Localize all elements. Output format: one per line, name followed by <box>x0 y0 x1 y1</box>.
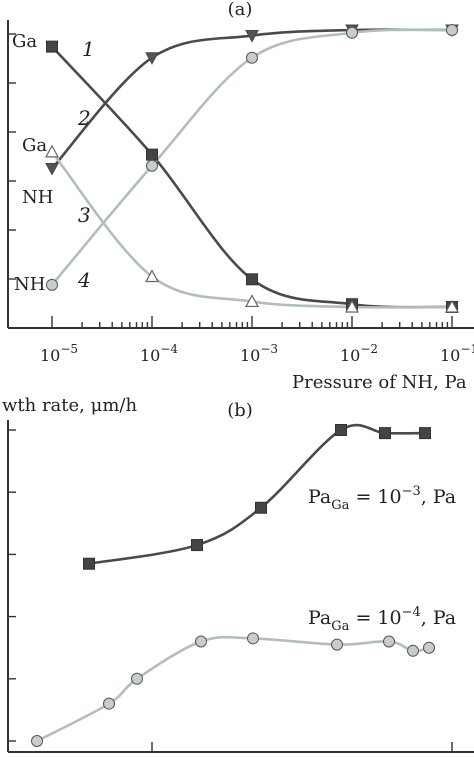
series-label-4: 4 <box>77 268 91 292</box>
series-3-point <box>44 144 60 158</box>
series-b2-point <box>195 635 207 648</box>
series-b2-point <box>407 644 419 657</box>
series-3-point <box>244 294 260 308</box>
series-b2-point <box>103 697 115 710</box>
series-2-line <box>51 28 453 170</box>
panel-b-label: (b) <box>227 400 253 421</box>
series-1-point <box>146 148 158 161</box>
series-1-point <box>46 40 58 53</box>
x-tick-label: 10−4 <box>140 342 178 365</box>
series-b2-point <box>423 641 435 654</box>
left-label-ga-2: Ga <box>22 135 47 156</box>
series-2-point <box>145 52 159 65</box>
left-label-ga-1: Ga <box>12 31 37 52</box>
series-3-point <box>344 299 360 313</box>
series-4-point <box>46 278 58 291</box>
series-2-point <box>45 163 59 176</box>
series-3-point <box>444 299 460 313</box>
chart-panel-b: wth rate, μm/h (b) PaGa = 10−3, Pa PaGa … <box>2 395 474 753</box>
series-2-point <box>245 30 259 43</box>
series-1-line <box>51 45 453 309</box>
left-label-nh-1: NH <box>22 187 53 208</box>
series-b2-point <box>131 672 143 685</box>
series-label-3: 3 <box>78 203 91 227</box>
series-3-point <box>144 269 160 283</box>
series-4-point <box>146 159 158 172</box>
x-tick-label: 10−1 <box>440 342 474 365</box>
series-b1-point <box>191 539 203 552</box>
series-label-b-2: PaGa = 10−4, Pa <box>308 605 456 634</box>
x-tick-label: 10−2 <box>340 342 378 365</box>
left-label-nh-2: NH <box>14 274 45 295</box>
x-axis-label: Pressure of NH, Pa <box>292 372 467 393</box>
series-b2-line <box>36 635 430 743</box>
series-b2-point <box>383 635 395 648</box>
chart-panel-a: (a) Ga Ga NH NH 1 2 3 4 10−5 10−4 10−3 10−2… <box>7 0 474 393</box>
series-4-line <box>51 28 453 286</box>
series-1-point <box>246 273 258 286</box>
series-b2-point <box>31 735 43 747</box>
series-b1-point <box>255 501 267 514</box>
x-tick-label: 10−3 <box>240 342 278 365</box>
series-4-point <box>246 51 258 64</box>
series-4-point <box>446 24 458 36</box>
series-b2-point <box>247 632 259 645</box>
series-4-point <box>346 26 358 39</box>
series-b1-point <box>335 424 347 436</box>
series-b1-point <box>379 427 391 440</box>
series-b1-point <box>419 427 431 440</box>
series-label-2: 2 <box>77 106 91 130</box>
series-b1-point <box>83 557 95 570</box>
series-label-b-1: PaGa = 10−3, Pa <box>308 484 456 513</box>
y-axis-label: wth rate, μm/h <box>2 395 137 416</box>
series-label-1: 1 <box>82 37 95 61</box>
series-b2-point <box>331 638 343 651</box>
x-tick-label: 10−5 <box>40 342 78 365</box>
panel-a-label: (a) <box>228 0 253 20</box>
